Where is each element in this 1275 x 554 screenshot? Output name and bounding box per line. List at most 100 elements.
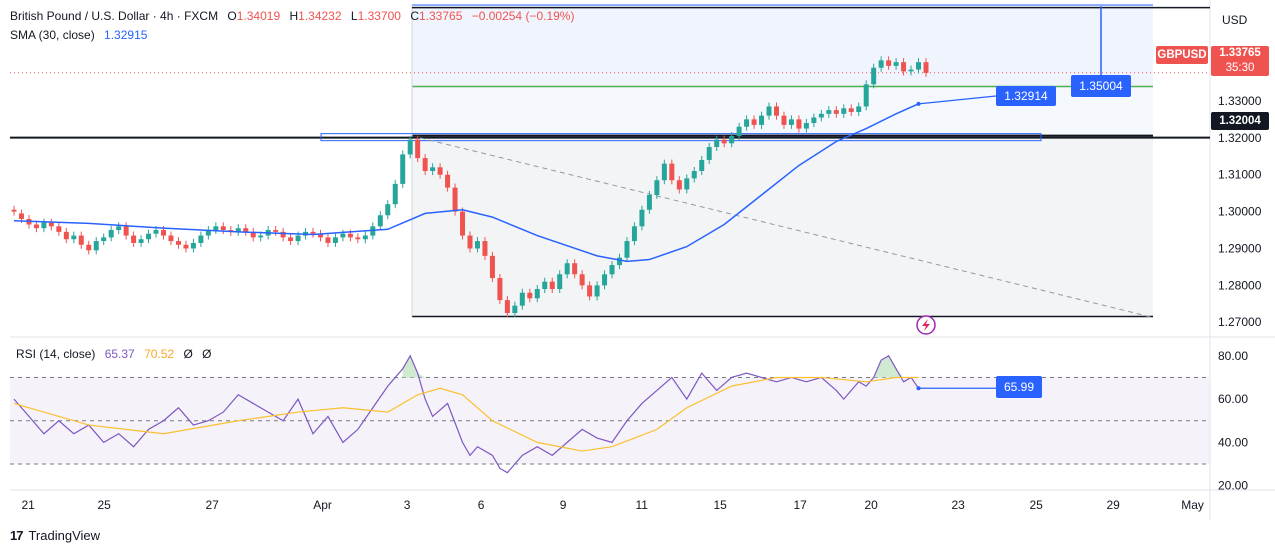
candle-body (415, 139, 421, 159)
candle-body (205, 230, 211, 236)
candle-body (243, 228, 249, 232)
ticker-symbol-badge: GBPUSD (1156, 46, 1208, 64)
rsi-callout[interactable]: 65.99 (996, 376, 1042, 398)
candle-body (826, 110, 832, 114)
time-axis-tick: 15 (714, 498, 728, 512)
candle-body (617, 257, 623, 266)
ohlc-close: C1.33765 (410, 9, 463, 23)
candle-body (773, 106, 779, 116)
candle-body (878, 60, 884, 68)
candle-body (422, 158, 428, 171)
rsi-value: 65.37 (104, 347, 135, 361)
candle-body (41, 222, 47, 229)
candle-body (175, 241, 181, 245)
candle-body (340, 233, 346, 238)
candle-body (161, 230, 167, 236)
candle-body (759, 115, 765, 125)
rsi-header[interactable]: RSI (14, close) 65.37 70.52 Ø Ø (16, 347, 217, 361)
candle-body (497, 277, 503, 301)
ticker-price: 1.33765 (1219, 47, 1261, 59)
time-axis-tick: 27 (206, 498, 220, 512)
sma-callout-dot (916, 101, 921, 106)
candle-body (18, 213, 24, 219)
candle-body (557, 274, 563, 290)
candle-body (863, 84, 869, 107)
sma-header[interactable]: SMA (30, close) 1.32915 (10, 28, 153, 42)
candle-body (138, 239, 144, 243)
candle-body (295, 235, 301, 242)
candle-body (579, 274, 585, 286)
candle-body (923, 62, 929, 73)
sma-line (13, 103, 919, 263)
target-callout[interactable]: 1.35004 (1071, 75, 1131, 97)
candle-body (818, 113, 824, 118)
candle-body (751, 119, 757, 125)
candle-body (788, 119, 794, 125)
candle-body (729, 135, 735, 144)
candle-body (796, 119, 802, 129)
candle-body (153, 230, 159, 234)
candle-body (901, 62, 907, 72)
fib-zone-lower (412, 135, 1153, 317)
price-axis-tick: 1.32000 (1218, 131, 1262, 145)
tradingview-brand[interactable]: 17 TradingView (10, 528, 100, 543)
candle-body (280, 231, 286, 238)
symbol-title: British Pound / U.S. Dollar · 4h · FXCM (10, 9, 219, 23)
candle-body (183, 244, 189, 249)
candle-body (669, 163, 675, 181)
candle-body (310, 231, 316, 234)
candle-body (146, 233, 152, 240)
candle-body (676, 180, 682, 190)
candle-body (908, 69, 914, 72)
ticker-countdown: 35:30 (1225, 62, 1255, 74)
ohlc-high: H1.34232 (289, 9, 342, 23)
ohlc-open: O1.34019 (227, 9, 281, 23)
currency-label[interactable]: USD (1222, 13, 1248, 27)
candle-body (250, 231, 256, 238)
candle-body (377, 215, 383, 227)
price-axis-tick: 1.27000 (1218, 315, 1262, 329)
candle-body (856, 106, 862, 112)
candle-body (317, 233, 323, 238)
candle-body (101, 237, 107, 242)
rsi-ma-line (13, 376, 919, 452)
candle-body (527, 292, 533, 299)
candle-body (474, 241, 480, 249)
candle-body (362, 235, 368, 240)
candle-body (661, 163, 667, 181)
candle-body (572, 263, 578, 275)
tradingview-logo-icon: 17 (10, 528, 24, 543)
time-axis-tick: 29 (1107, 498, 1121, 512)
candle-body (482, 241, 488, 256)
candle-body (437, 167, 443, 175)
candle-body (691, 171, 697, 179)
rsi-axis-tick: 40.00 (1218, 435, 1248, 449)
sma-label: SMA (30, close) (10, 28, 95, 42)
rsi-callout-dot (916, 386, 921, 391)
candle-body (33, 224, 39, 229)
candle-body (392, 183, 398, 205)
rsi-extra-2: Ø (202, 347, 212, 361)
candle-body (631, 226, 637, 242)
rsi-axis-tick: 80.00 (1218, 349, 1248, 363)
candle-body (445, 174, 451, 188)
time-axis-tick: 6 (478, 498, 485, 512)
candle-body (781, 115, 787, 125)
candle-body (714, 139, 720, 148)
time-axis-tick: 9 (560, 498, 567, 512)
candle-body (706, 147, 712, 160)
candle-body (886, 60, 892, 66)
candle-body (594, 285, 600, 297)
candle-body (168, 235, 174, 242)
candle-body (288, 237, 294, 242)
candle-body (848, 108, 854, 112)
candle-body (273, 230, 279, 232)
candle-body (213, 226, 219, 231)
candle-body (489, 255, 495, 278)
time-axis-tick: 21 (22, 498, 36, 512)
candle-body (48, 222, 54, 227)
sma-callout[interactable]: 1.32914 (996, 86, 1056, 106)
candle-body (534, 289, 540, 299)
rsi-axis-tick: 20.00 (1218, 479, 1248, 493)
